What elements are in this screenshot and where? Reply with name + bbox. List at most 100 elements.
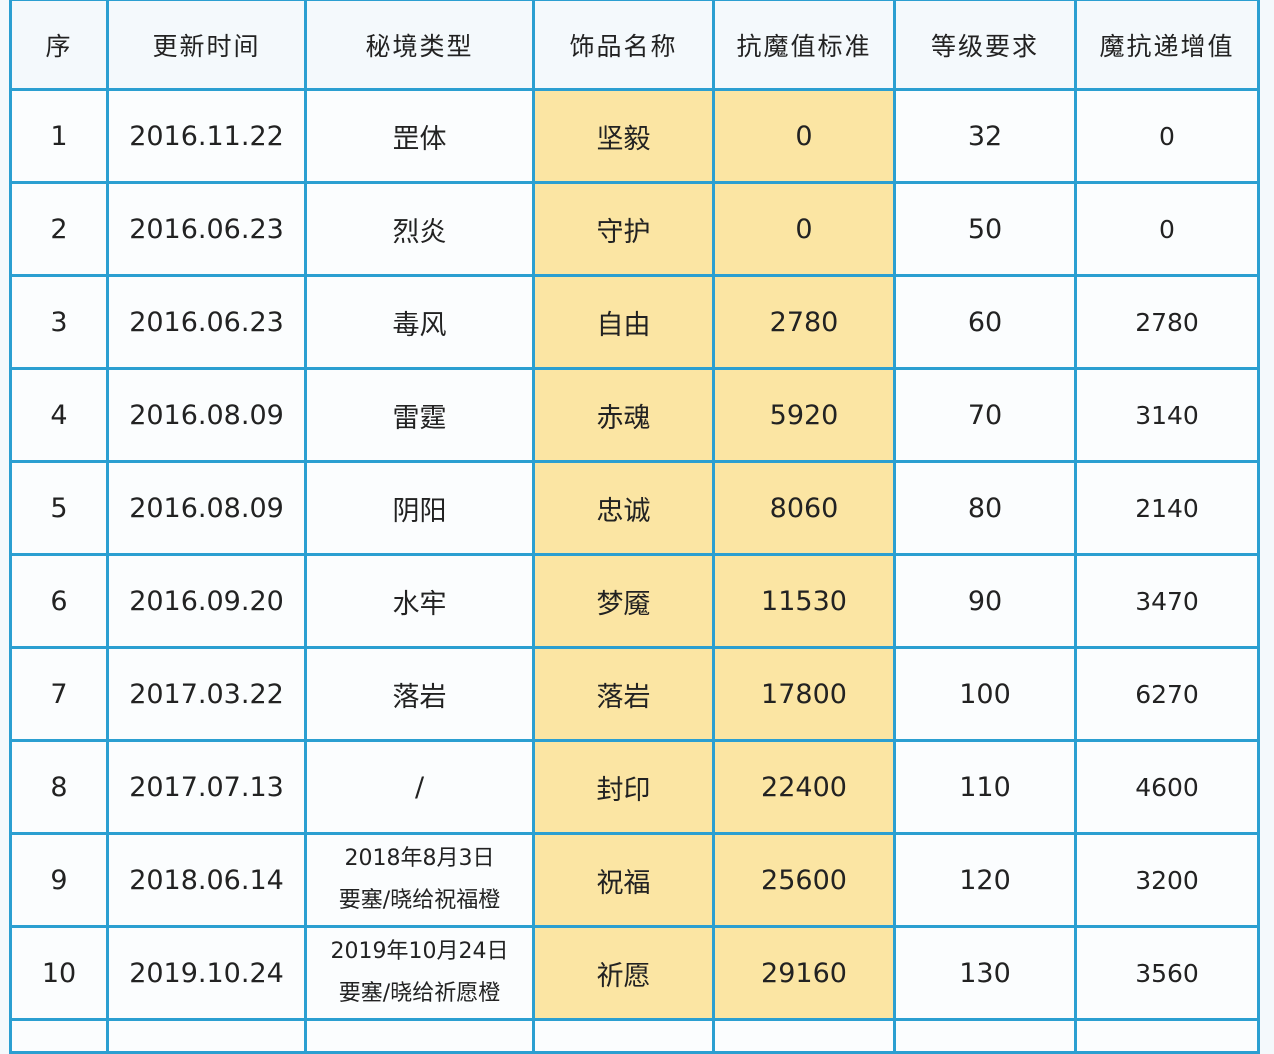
table-row: 4 2016.08.09 雷霆 赤魂 5920 70 3140 [9, 367, 1260, 463]
cell-increment: 3560 [1074, 925, 1260, 1021]
cell-increment: 0 [1074, 181, 1260, 277]
cell-realm: 2019年10月24日 要塞/晓给祈愿橙 [304, 925, 535, 1021]
cell-item: 祝福 [532, 832, 715, 928]
cell-no: 3 [9, 274, 109, 370]
header-item: 饰品名称 [532, 0, 715, 91]
cell-realm: 水牢 [304, 553, 535, 649]
cell-no: 6 [9, 553, 109, 649]
cell-level: 130 [893, 925, 1077, 1021]
realm-date-line: 2018年8月3日 [344, 846, 495, 871]
cell-date: 2016.09.20 [106, 553, 307, 649]
cell-increment: 2780 [1074, 274, 1260, 370]
cell-standard: 8060 [712, 460, 896, 556]
cell-standard: 11530 [712, 553, 896, 649]
table-row: 6 2016.09.20 水牢 梦魇 11530 90 3470 [9, 553, 1260, 649]
cell-no: 7 [9, 646, 109, 742]
header-level: 等级要求 [893, 0, 1077, 91]
cell-realm: 毒风 [304, 274, 535, 370]
cell-date: 2017.03.22 [106, 646, 307, 742]
cell-increment: 3200 [1074, 832, 1260, 928]
cell-no: 8 [9, 739, 109, 835]
cell-no: 9 [9, 832, 109, 928]
cell-item: 守护 [532, 181, 715, 277]
cell-standard: 0 [712, 181, 896, 277]
cell-realm: 雷霆 [304, 367, 535, 463]
cell-increment: 6270 [1074, 646, 1260, 742]
header-increment: 魔抗递增值 [1074, 0, 1260, 91]
cell-date: 2016.08.09 [106, 367, 307, 463]
cell-date: 2018.06.14 [106, 832, 307, 928]
cell-realm: 罡体 [304, 88, 535, 184]
empty-cell [532, 1018, 715, 1054]
cell-level: 100 [893, 646, 1077, 742]
cell-level: 80 [893, 460, 1077, 556]
data-table: 序 更新时间 秘境类型 饰品名称 抗魔值标准 等级要求 魔抗递增值 1 2016.… [9, 0, 1260, 1054]
realm-note-line: 要塞/晓给祈愿橙 [338, 981, 501, 1006]
empty-cell [106, 1018, 307, 1054]
table-row: 8 2017.07.13/封印 22400 110 4600 [9, 739, 1260, 835]
table-row: 2 2016.06.23 烈炎 守护 0 50 0 [9, 181, 1260, 277]
empty-cell [712, 1018, 896, 1054]
cell-level: 90 [893, 553, 1077, 649]
empty-cell [304, 1018, 535, 1054]
realm-note-line: 要塞/晓给祝福橙 [338, 888, 501, 913]
cell-date: 2016.06.23 [106, 274, 307, 370]
cell-increment: 3470 [1074, 553, 1260, 649]
header-no: 序 [9, 0, 109, 91]
cell-date: 2019.10.24 [106, 925, 307, 1021]
cell-standard: 2780 [712, 274, 896, 370]
cell-increment: 3140 [1074, 367, 1260, 463]
cell-standard: 0 [712, 88, 896, 184]
table-row: 5 2016.08.09 阴阳 忠诚 8060 80 2140 [9, 460, 1260, 556]
cell-standard: 17800 [712, 646, 896, 742]
partial-row [9, 1018, 1260, 1054]
cell-no: 4 [9, 367, 109, 463]
cell-increment: 4600 [1074, 739, 1260, 835]
header-date: 更新时间 [106, 0, 307, 91]
header-row: 序 更新时间 秘境类型 饰品名称 抗魔值标准 等级要求 魔抗递增值 [9, 0, 1260, 91]
cell-realm: 烈炎 [304, 181, 535, 277]
cell-level: 70 [893, 367, 1077, 463]
cell-item: 祈愿 [532, 925, 715, 1021]
cell-standard: 5920 [712, 367, 896, 463]
cell-item: 封印 [532, 739, 715, 835]
table-row: 10 2019.10.24 2019年10月24日 要塞/晓给祈愿橙 祈愿 29160 13… [9, 925, 1260, 1021]
cell-level: 110 [893, 739, 1077, 835]
cell-increment: 0 [1074, 88, 1260, 184]
table-row: 9 2018.06.14 2018年8月3日 要塞/晓给祝福橙 祝福 25600 120 32… [9, 832, 1260, 928]
cell-date: 2017.07.13 [106, 739, 307, 835]
table-row: 1 2016.11.22 罡体 坚毅 0 32 0 [9, 88, 1260, 184]
cell-standard: 25600 [712, 832, 896, 928]
cell-date: 2016.06.23 [106, 181, 307, 277]
realm-date-line: 2019年10月24日 [330, 939, 509, 964]
cell-standard: 29160 [712, 925, 896, 1021]
cell-level: 120 [893, 832, 1077, 928]
cell-item: 梦魇 [532, 553, 715, 649]
cell-no: 1 [9, 88, 109, 184]
header-realm: 秘境类型 [304, 0, 535, 91]
cell-standard: 22400 [712, 739, 896, 835]
header-standard: 抗魔值标准 [712, 0, 896, 91]
empty-cell [9, 1018, 109, 1054]
cell-realm: 2018年8月3日 要塞/晓给祝福橙 [304, 832, 535, 928]
table-row: 3 2016.06.23 毒风 自由 2780 60 2780 [9, 274, 1260, 370]
cell-no: 2 [9, 181, 109, 277]
cell-realm: 落岩 [304, 646, 535, 742]
cell-level: 60 [893, 274, 1077, 370]
cell-item: 忠诚 [532, 460, 715, 556]
cell-no: 5 [9, 460, 109, 556]
table-row: 7 2017.03.22 落岩 落岩 17800 100 6270 [9, 646, 1260, 742]
cell-date: 2016.08.09 [106, 460, 307, 556]
cell-realm: / [304, 739, 535, 835]
cell-item: 坚毅 [532, 88, 715, 184]
cell-item: 自由 [532, 274, 715, 370]
cell-level: 32 [893, 88, 1077, 184]
cell-level: 50 [893, 181, 1077, 277]
cell-realm: 阴阳 [304, 460, 535, 556]
cell-no: 10 [9, 925, 109, 1021]
empty-cell [1074, 1018, 1260, 1054]
cell-item: 赤魂 [532, 367, 715, 463]
cell-item: 落岩 [532, 646, 715, 742]
cell-increment: 2140 [1074, 460, 1260, 556]
cell-date: 2016.11.22 [106, 88, 307, 184]
